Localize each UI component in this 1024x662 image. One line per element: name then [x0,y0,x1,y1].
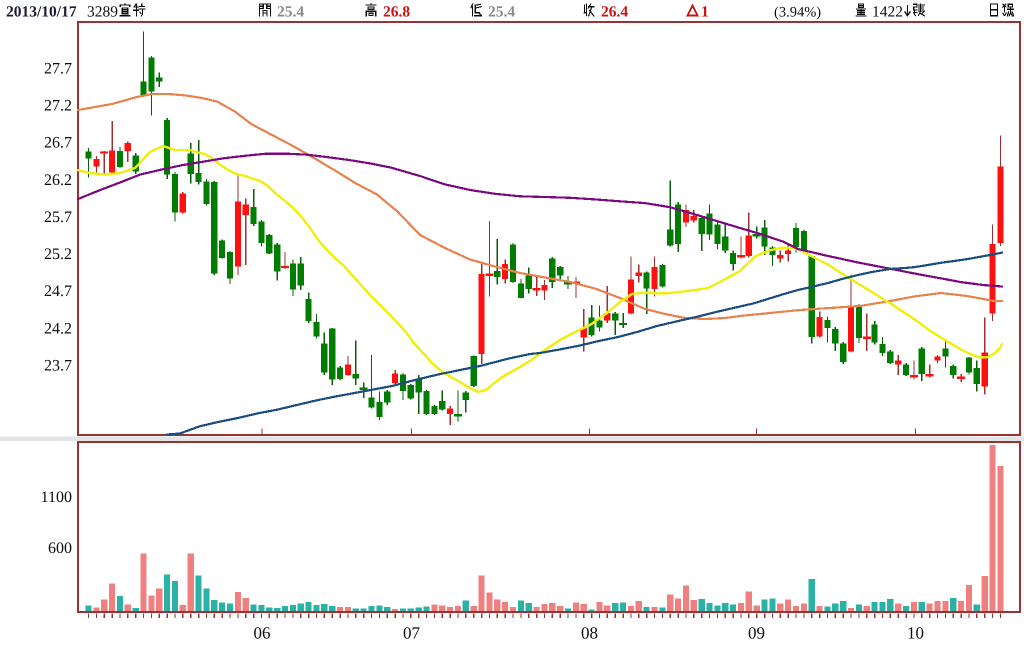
svg-text:26.7: 26.7 [44,135,72,152]
svg-text:06: 06 [254,624,271,643]
svg-text:08: 08 [581,624,598,643]
svg-text:26.2: 26.2 [44,172,72,189]
svg-text:1: 1 [701,4,709,21]
svg-text:25.7: 25.7 [44,209,72,226]
svg-text:24.7: 24.7 [44,283,72,300]
svg-text:10: 10 [907,624,924,643]
svg-text:27.2: 27.2 [44,98,72,115]
svg-text:600: 600 [48,540,72,557]
svg-text:26.4: 26.4 [601,4,628,21]
svg-text:3289: 3289 [87,4,118,21]
svg-text:23.7: 23.7 [44,358,72,375]
svg-text:1422: 1422 [872,4,903,21]
svg-text:25.4: 25.4 [277,4,304,21]
svg-text:24.2: 24.2 [44,320,72,337]
svg-text:25.2: 25.2 [44,246,72,263]
svg-text:07: 07 [403,624,421,643]
svg-text:25.4: 25.4 [488,4,515,21]
svg-text:1100: 1100 [41,489,72,506]
svg-text:26.8: 26.8 [383,4,410,21]
svg-text:27.7: 27.7 [44,60,72,77]
svg-text:(3.94%): (3.94%) [774,5,821,21]
svg-text:09: 09 [748,624,765,643]
svg-text:2013/10/17: 2013/10/17 [6,4,77,21]
